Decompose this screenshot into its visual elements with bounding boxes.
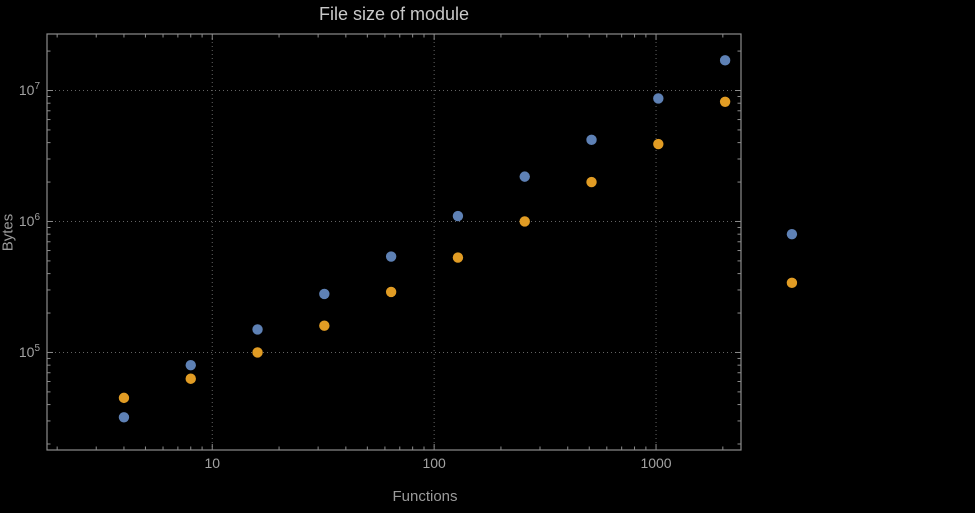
data-point-series-blue xyxy=(252,324,263,335)
data-point-series-orange xyxy=(786,277,798,289)
data-point-series-orange xyxy=(586,176,597,188)
data-point-series-orange xyxy=(719,96,731,107)
gridlines xyxy=(47,34,741,450)
y-tick-label: 105 xyxy=(19,343,41,360)
data-point-series-blue xyxy=(719,55,731,66)
data-point-series-blue xyxy=(653,93,664,104)
data-point-series-blue xyxy=(385,251,397,262)
x-tick-label: 10 xyxy=(204,455,220,471)
data-point-series-orange xyxy=(452,252,464,263)
data-point-series-orange xyxy=(185,373,196,384)
y-tick-label: 107 xyxy=(19,81,41,98)
tick-labels: 10 100 1000 105 106 107 xyxy=(19,81,672,471)
y-tick-label: 106 xyxy=(19,212,41,229)
data-point-series-blue xyxy=(786,228,798,240)
data-point-series-orange xyxy=(519,216,530,227)
x-tick-label: 100 xyxy=(422,455,446,471)
x-tick-label: 1000 xyxy=(640,455,671,471)
data-point-series-orange xyxy=(252,347,263,358)
data-point-series-orange xyxy=(118,392,130,404)
x-axis-label: Functions xyxy=(392,488,458,505)
data-point-series-orange xyxy=(653,138,664,150)
data-point-series-blue xyxy=(185,359,196,371)
data-point-series-orange xyxy=(385,286,397,298)
plot-frame xyxy=(46,33,742,451)
data-point-series-blue xyxy=(519,171,530,182)
data-point-series-blue xyxy=(319,288,330,300)
data-point-series-blue xyxy=(586,134,597,146)
data-point-series-orange xyxy=(319,320,330,331)
chart-title: File size of module xyxy=(318,4,470,24)
data-point-series-blue xyxy=(118,412,130,423)
data-points xyxy=(118,55,798,423)
data-point-series-blue xyxy=(452,210,464,222)
axis-ticks xyxy=(47,34,741,450)
